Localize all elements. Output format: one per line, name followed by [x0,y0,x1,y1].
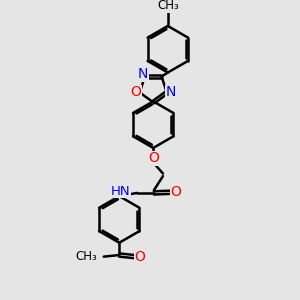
Text: O: O [130,85,141,100]
Text: N: N [138,67,148,81]
Text: O: O [148,151,159,165]
Text: N: N [166,85,176,100]
Text: HN: HN [110,185,130,198]
Text: CH₃: CH₃ [157,0,179,12]
Text: CH₃: CH₃ [76,250,97,263]
Text: O: O [170,185,181,199]
Text: O: O [134,250,146,264]
